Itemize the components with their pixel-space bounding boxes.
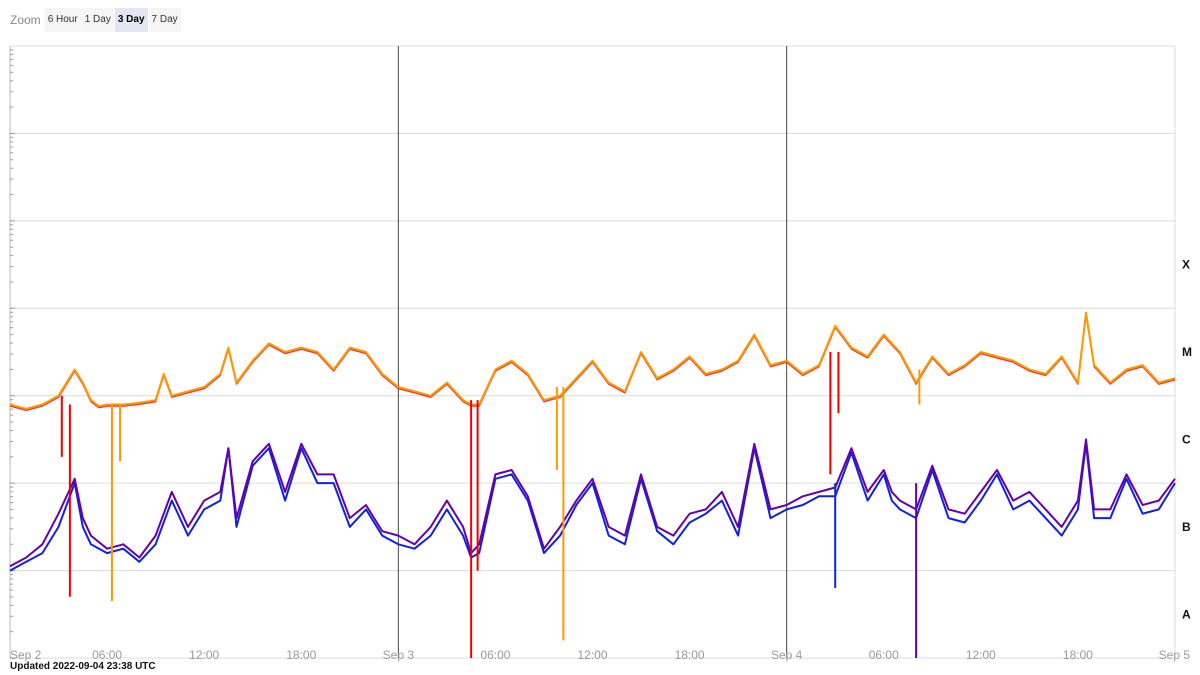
x-hour-label: 18:00 [1063, 648, 1093, 662]
zoom-bar: Zoom 6 Hour 1 Day 3 Day 7 Day [10, 8, 182, 32]
x-hour-label: 06:00 [92, 648, 122, 662]
zoom-6-hour-button[interactable]: 6 Hour [44, 8, 81, 32]
flare-class-labels: X M C B A [1182, 258, 1192, 622]
grid-lines [9, 45, 1176, 659]
day-divider-lines [397, 46, 788, 658]
x-day-label: Sep 5 [1159, 648, 1191, 662]
flare-class-label-b: B [1182, 520, 1191, 534]
zoom-label: Zoom [10, 13, 41, 27]
series-line-short-secondary [9, 438, 1176, 568]
x-hour-label: 18:00 [286, 648, 316, 662]
series-line-long-primary [9, 311, 1176, 410]
zoom-1-day-button[interactable]: 1 Day [81, 8, 114, 32]
flare-class-label-m: M [1182, 345, 1192, 359]
flare-class-label-a: A [1182, 607, 1191, 621]
x-day-label: Sep 4 [771, 648, 803, 662]
flare-class-label-x: X [1182, 258, 1190, 272]
x-hour-label: 12:00 [189, 648, 219, 662]
x-day-label: Sep 3 [383, 648, 415, 662]
updated-timestamp: Updated 2022-09-04 23:38 UTC [10, 661, 156, 672]
x-hour-label: 06:00 [480, 648, 510, 662]
flare-class-label-c: C [1182, 432, 1191, 446]
x-hour-label: 12:00 [577, 648, 607, 662]
x-hour-label: 18:00 [675, 648, 705, 662]
x-axis-labels: Sep 2 Sep 3 Sep 4 Sep 5 06:00 12:00 18:00 06:00… [10, 648, 1190, 662]
series-layer [9, 311, 1176, 658]
series-line-long-secondary [9, 313, 1176, 412]
zoom-3-day-button[interactable]: 3 Day [114, 8, 148, 32]
zoom-7-day-button[interactable]: 7 Day [148, 8, 181, 32]
x-hour-label: 06:00 [869, 648, 899, 662]
x-hour-label: 12:00 [966, 648, 996, 662]
x-day-label: Sep 2 [10, 648, 42, 662]
series-line-short-primary [9, 442, 1176, 572]
